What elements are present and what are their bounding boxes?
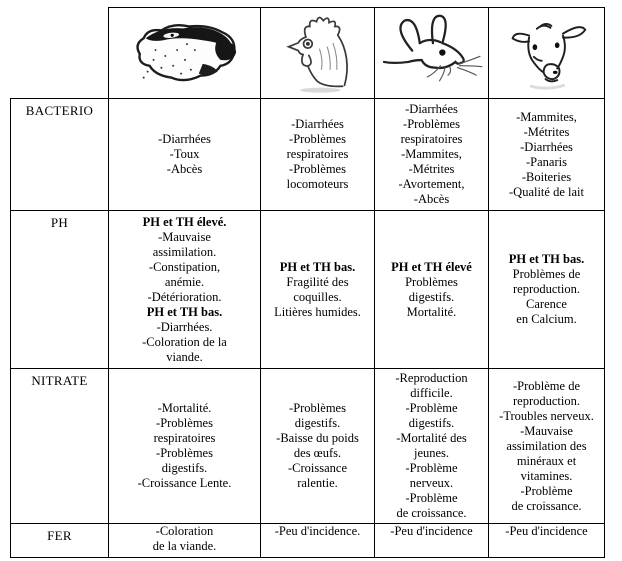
cell-text: -Peu d'incidence. <box>274 524 361 539</box>
cell-text: -Diarrhées -Toux -Abcès <box>158 132 211 176</box>
cell-text: -Problèmes digestifs. -Baisse du poids d… <box>276 401 359 490</box>
table-row: BACTERIO -Diarrhées -Toux -Abcès -Diarrh… <box>10 98 605 211</box>
cell-text: -Mortalité. -Problèmes respiratoires -Pr… <box>137 401 232 490</box>
cell-bacterio-cow: -Mammites, -Métrites -Diarrhées -Panaris… <box>488 98 605 211</box>
cell-bacterio-rooster: -Diarrhées -Problèmes respiratoires -Pro… <box>260 98 375 211</box>
ph-heading: PH et TH élevé <box>391 259 472 274</box>
ph-heading: PH et TH bas. <box>279 259 356 274</box>
cell-nitrate-rooster: -Problèmes digestifs. -Baisse du poids d… <box>260 368 375 524</box>
row-label-ph: PH <box>10 210 109 369</box>
ph-heading: PH et TH élevé. <box>142 214 227 229</box>
cell-text: -Peu d'incidence <box>505 524 588 539</box>
header-cell-sheep <box>108 7 261 99</box>
cell-ph-sheep: PH et TH élevé. -Mauvaise assimilation. … <box>108 210 261 369</box>
cell-text: Fragilité des coquilles. Litières humide… <box>274 274 361 319</box>
cell-text: Problèmes de reproduction. Carence en Ca… <box>512 267 581 326</box>
row-label-nitrate: NITRATE <box>10 368 109 524</box>
cell-text: -Diarrhées. -Coloration de la viande. <box>142 319 227 364</box>
cell-fer-sheep: -Coloration de la viande. <box>108 523 261 558</box>
cell-ph-cow: PH et TH bas. Problèmes de reproduction.… <box>488 210 605 369</box>
water-quality-effects-table: BACTERIO -Diarrhées -Toux -Abcès -Diarrh… <box>10 7 605 558</box>
header-cell-rooster <box>260 7 375 99</box>
ph-heading: PH et TH bas. <box>508 252 585 266</box>
cell-text: -Diarrhées -Problèmes respiratoires -Mam… <box>398 102 465 206</box>
cell-text: -Problème de reproduction. -Troubles ner… <box>499 378 594 513</box>
cell-fer-rooster: -Peu d'incidence. <box>260 523 375 558</box>
header-cell-cow <box>488 7 605 99</box>
cell-bacterio-rabbit: -Diarrhées -Problèmes respiratoires -Mam… <box>374 98 489 211</box>
cell-ph-rooster: PH et TH bas. Fragilité des coquilles. L… <box>260 210 375 369</box>
cell-nitrate-cow: -Problème de reproduction. -Troubles ner… <box>488 368 605 524</box>
cell-text: -Mammites, -Métrites -Diarrhées -Panaris… <box>509 109 584 199</box>
cell-text: -Mauvaise assimilation. -Constipation, a… <box>147 229 222 304</box>
cell-fer-rabbit: -Peu d'incidence <box>374 523 489 558</box>
cell-ph-rabbit: PH et TH élevé Problèmes digestifs. Mort… <box>374 210 489 369</box>
table-row: NITRATE -Mortalité. -Problèmes respirato… <box>10 368 605 524</box>
table-row: FER -Coloration de la viande. -Peu d'inc… <box>10 523 605 558</box>
cell-text: Problèmes digestifs. Mortalité. <box>405 274 458 319</box>
cell-bacterio-sheep: -Diarrhées -Toux -Abcès <box>108 98 261 211</box>
cell-nitrate-sheep: -Mortalité. -Problèmes respiratoires -Pr… <box>108 368 261 524</box>
ph-heading: PH et TH bas. <box>146 304 223 319</box>
row-label-bacterio: BACTERIO <box>10 98 109 211</box>
table-row: PH PH et TH élevé. -Mauvaise assimilatio… <box>10 210 605 369</box>
sheep-icon <box>111 9 258 98</box>
corner-cell <box>10 7 109 99</box>
cow-icon <box>491 9 602 98</box>
cell-text: -Diarrhées -Problèmes respiratoires -Pro… <box>286 117 349 191</box>
cell-fer-cow: -Peu d'incidence <box>488 523 605 558</box>
rabbit-icon <box>377 9 486 98</box>
cell-text: -Reproduction difficile. -Problème diges… <box>395 371 468 520</box>
cell-text: -Peu d'incidence <box>390 524 473 539</box>
table-row <box>10 7 605 99</box>
header-cell-rabbit <box>374 7 489 99</box>
cell-nitrate-rabbit: -Reproduction difficile. -Problème diges… <box>374 368 489 524</box>
rooster-icon <box>263 9 372 98</box>
row-label-fer: FER <box>10 523 109 558</box>
cell-text: -Coloration de la viande. <box>152 524 217 554</box>
